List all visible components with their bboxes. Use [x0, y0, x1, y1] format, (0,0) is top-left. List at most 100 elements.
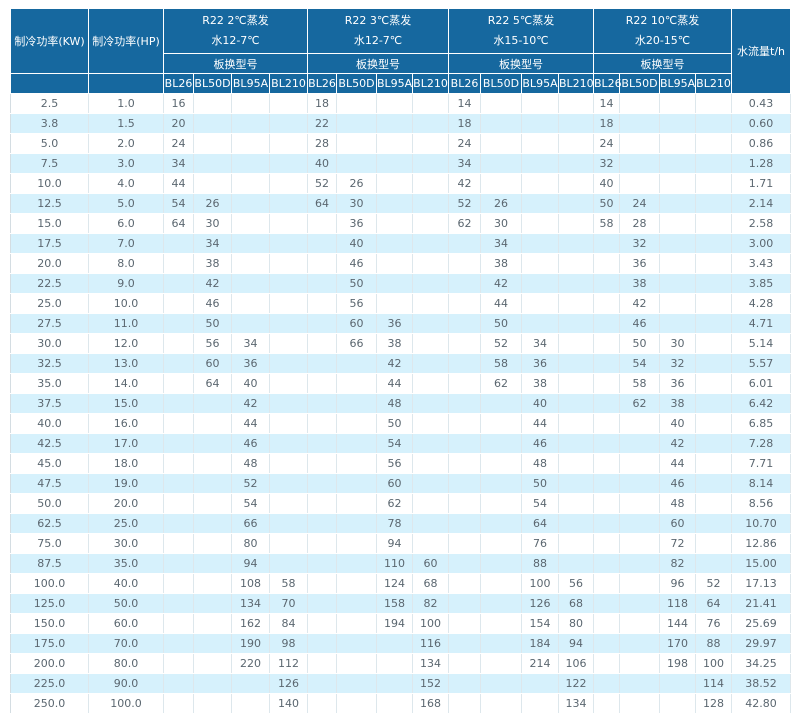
cell-model-value: 66: [336, 333, 377, 354]
cell-model-value: 50: [376, 413, 413, 434]
cell-model-value: [558, 393, 594, 414]
cell-model-value: [659, 153, 696, 174]
cell-model-value: [307, 453, 337, 474]
subtitle-model-type-2c: 板换型号: [163, 53, 308, 74]
cell-model-value: [376, 693, 413, 714]
spec-table: 制冷功率(KW) 制冷功率(HP) R22 2℃蒸发 水12-7℃ R22 3℃蒸…: [10, 8, 791, 714]
cell-model-value: [659, 313, 696, 334]
cell-model-value: 116: [412, 633, 449, 654]
cell-model-value: [269, 253, 308, 274]
cell-model-value: 28: [307, 133, 337, 154]
cell-model-value: [448, 393, 481, 414]
table-row: 35.0 14.0 64 40 44 62 38 58 36 6.01: [10, 373, 791, 394]
cell-cooling-kw: 150.0: [10, 613, 89, 634]
cell-model-value: 78: [376, 513, 413, 534]
cell-model-value: [619, 133, 660, 154]
cell-model-value: [558, 253, 594, 274]
cell-cooling-hp: 90.0: [88, 673, 164, 694]
col-header-model: BL26: [593, 73, 622, 94]
cell-model-value: [231, 113, 270, 134]
cell-cooling-hp: 7.0: [88, 233, 164, 254]
cell-model-value: [163, 653, 194, 674]
cell-model-value: [412, 313, 449, 334]
table-row: 150.0 60.0 162 84 194 100 154 80 144 76 25.69: [10, 613, 791, 634]
table-row: 12.5 5.0 54 26 64 30 52 26 50 24 2.14: [10, 193, 791, 214]
cell-model-value: 34: [163, 153, 194, 174]
cell-model-value: [521, 293, 559, 314]
cell-model-value: [480, 393, 522, 414]
cell-model-value: 18: [448, 113, 481, 134]
cell-model-value: 198: [659, 653, 696, 674]
cell-model-value: [695, 553, 732, 574]
cell-water-flow: 7.28: [731, 433, 791, 454]
col-header-model: BL95A: [376, 73, 413, 94]
cell-model-value: [376, 293, 413, 314]
cell-model-value: [412, 133, 449, 154]
cell-model-value: 64: [193, 373, 232, 394]
cell-model-value: 122: [558, 673, 594, 694]
cell-model-value: [558, 533, 594, 554]
cell-water-flow: 17.13: [731, 573, 791, 594]
table-row: 42.5 17.0 46 54 46 42 7.28: [10, 433, 791, 454]
cell-model-value: 34: [480, 233, 522, 254]
table-row: 87.5 35.0 94 110 60 88 82 15.00: [10, 553, 791, 574]
cell-model-value: 144: [659, 613, 696, 634]
cell-cooling-hp: 35.0: [88, 553, 164, 574]
cell-model-value: [593, 613, 620, 634]
cell-cooling-hp: 16.0: [88, 413, 164, 434]
cell-model-value: 40: [307, 153, 337, 174]
cell-model-value: [412, 193, 449, 214]
col-header-model: BL50D: [193, 73, 232, 94]
cell-model-value: 114: [695, 673, 732, 694]
cell-model-value: [695, 373, 732, 394]
cell-model-value: 40: [521, 393, 559, 414]
cell-model-value: [163, 373, 194, 394]
cell-model-value: [193, 173, 232, 194]
cell-model-value: [480, 613, 522, 634]
cell-model-value: [307, 333, 337, 354]
cell-cooling-hp: 8.0: [88, 253, 164, 274]
cell-model-value: [659, 133, 696, 154]
cell-model-value: [231, 93, 270, 114]
cell-model-value: 190: [231, 633, 270, 654]
cell-water-flow: 8.14: [731, 473, 791, 494]
cell-cooling-kw: 175.0: [10, 633, 89, 654]
group-title-line1: R22 2℃蒸发: [202, 14, 269, 27]
cell-cooling-hp: 4.0: [88, 173, 164, 194]
cell-model-value: [231, 673, 270, 694]
cell-cooling-hp: 20.0: [88, 493, 164, 514]
cell-model-value: 68: [412, 573, 449, 594]
cell-model-value: [163, 513, 194, 534]
cell-water-flow: 34.25: [731, 653, 791, 674]
cell-model-value: [269, 233, 308, 254]
cell-model-value: 58: [619, 373, 660, 394]
cell-model-value: [480, 693, 522, 714]
cell-model-value: [593, 593, 620, 614]
cell-model-value: [619, 593, 660, 614]
cell-model-value: [695, 533, 732, 554]
cell-model-value: 60: [193, 353, 232, 374]
cell-model-value: [448, 573, 481, 594]
cell-model-value: [448, 493, 481, 514]
table-row: 5.0 2.0 24 28 24 24 0.86: [10, 133, 791, 154]
cell-model-value: 40: [593, 173, 620, 194]
cell-cooling-kw: 30.0: [10, 333, 89, 354]
table-header: 制冷功率(KW) 制冷功率(HP) R22 2℃蒸发 水12-7℃ R22 3℃蒸…: [10, 8, 791, 94]
cell-water-flow: 6.85: [731, 413, 791, 434]
cell-model-value: [448, 473, 481, 494]
cell-cooling-kw: 45.0: [10, 453, 89, 474]
cell-model-value: 32: [593, 153, 620, 174]
cell-model-value: [412, 153, 449, 174]
col-header-model: BL95A: [521, 73, 559, 94]
cell-model-value: 76: [521, 533, 559, 554]
cell-model-value: [376, 153, 413, 174]
cell-model-value: [269, 273, 308, 294]
cell-cooling-hp: 11.0: [88, 313, 164, 334]
cell-model-value: [336, 133, 377, 154]
cell-model-value: [593, 673, 620, 694]
cell-model-value: [480, 133, 522, 154]
cell-model-value: 44: [376, 373, 413, 394]
cell-model-value: [336, 573, 377, 594]
cell-cooling-hp: 14.0: [88, 373, 164, 394]
cell-model-value: 18: [307, 93, 337, 114]
